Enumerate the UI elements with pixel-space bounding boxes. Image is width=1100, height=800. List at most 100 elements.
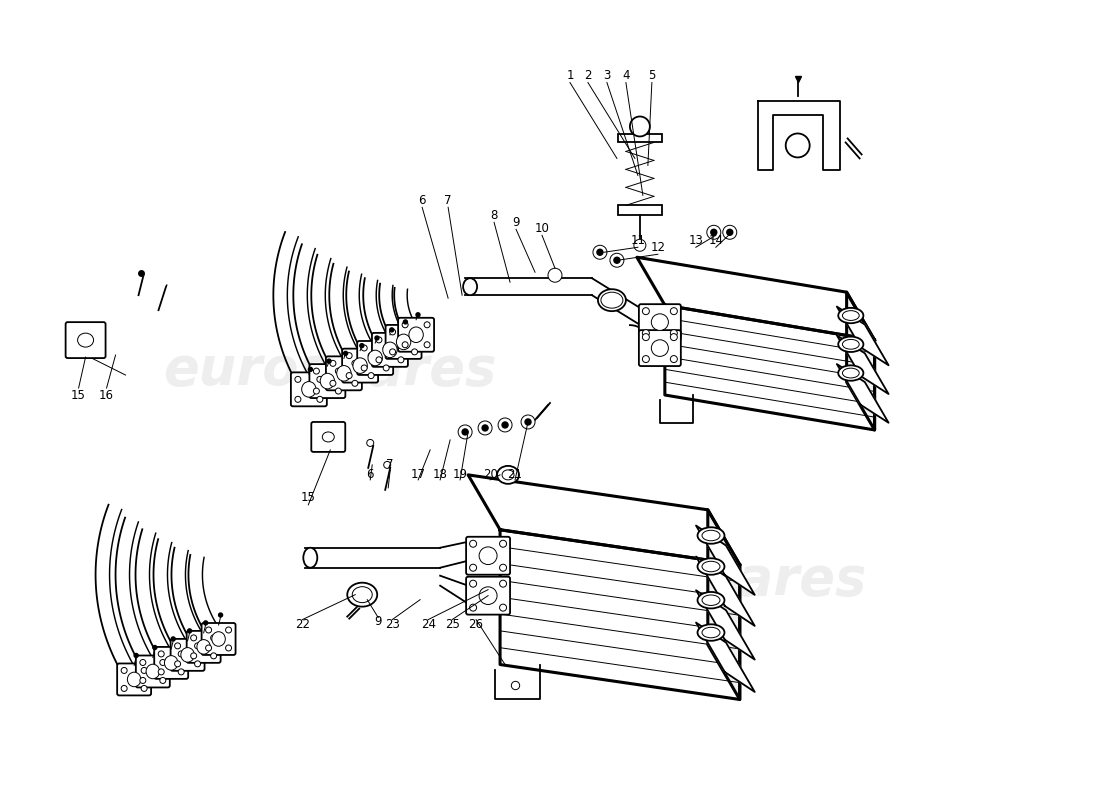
Circle shape (630, 117, 650, 137)
Ellipse shape (480, 587, 497, 605)
Circle shape (398, 337, 404, 343)
Text: 3: 3 (603, 69, 611, 82)
Circle shape (478, 421, 492, 435)
Circle shape (330, 360, 336, 366)
Ellipse shape (843, 368, 859, 378)
Circle shape (178, 669, 184, 675)
Text: 17: 17 (410, 468, 426, 482)
FancyBboxPatch shape (639, 304, 681, 340)
Text: 22: 22 (295, 618, 310, 631)
Polygon shape (837, 364, 889, 422)
Ellipse shape (301, 382, 316, 397)
Circle shape (206, 627, 211, 633)
Circle shape (404, 320, 407, 324)
Circle shape (383, 345, 389, 351)
Text: 5: 5 (648, 69, 656, 82)
Circle shape (330, 380, 336, 386)
Text: 15: 15 (301, 491, 316, 504)
Ellipse shape (601, 292, 623, 308)
Circle shape (411, 329, 418, 335)
Polygon shape (837, 306, 889, 366)
Circle shape (158, 669, 164, 675)
Polygon shape (500, 530, 740, 699)
Polygon shape (847, 292, 874, 430)
Polygon shape (837, 335, 889, 394)
Circle shape (153, 646, 157, 650)
Circle shape (343, 351, 348, 355)
Circle shape (188, 629, 191, 633)
Ellipse shape (353, 358, 367, 374)
FancyBboxPatch shape (136, 655, 169, 687)
Circle shape (195, 661, 200, 667)
Circle shape (210, 635, 217, 641)
Circle shape (670, 308, 678, 314)
Circle shape (670, 334, 678, 341)
Text: eurospares: eurospares (534, 554, 867, 606)
Circle shape (295, 376, 301, 382)
FancyBboxPatch shape (398, 318, 434, 352)
Circle shape (403, 342, 408, 348)
Circle shape (158, 651, 164, 657)
Circle shape (707, 226, 721, 239)
Polygon shape (469, 475, 740, 565)
Ellipse shape (702, 595, 721, 606)
Circle shape (462, 429, 469, 435)
Text: 12: 12 (650, 241, 666, 254)
Polygon shape (696, 590, 755, 659)
Text: 18: 18 (432, 468, 448, 482)
Circle shape (548, 268, 562, 282)
Circle shape (160, 659, 166, 666)
Text: 8: 8 (491, 209, 498, 222)
Text: 20: 20 (483, 468, 497, 482)
Text: 10: 10 (535, 222, 549, 234)
Polygon shape (696, 557, 755, 626)
Circle shape (642, 334, 649, 341)
Ellipse shape (368, 350, 383, 366)
Circle shape (158, 278, 166, 286)
Circle shape (499, 580, 507, 587)
FancyBboxPatch shape (466, 537, 510, 574)
Circle shape (376, 337, 382, 343)
Ellipse shape (197, 640, 210, 654)
Circle shape (785, 134, 810, 158)
Ellipse shape (348, 582, 377, 606)
Circle shape (389, 349, 396, 355)
Circle shape (642, 330, 649, 337)
Ellipse shape (146, 664, 160, 678)
Circle shape (642, 355, 649, 362)
Circle shape (411, 349, 418, 355)
Circle shape (226, 627, 232, 633)
Ellipse shape (843, 310, 859, 321)
Circle shape (670, 355, 678, 362)
Text: 9: 9 (374, 615, 382, 628)
Circle shape (376, 357, 382, 363)
Circle shape (366, 439, 374, 446)
Circle shape (368, 373, 374, 378)
Circle shape (160, 678, 166, 683)
Circle shape (383, 365, 389, 371)
FancyBboxPatch shape (342, 349, 378, 382)
Text: 23: 23 (385, 618, 399, 631)
FancyBboxPatch shape (118, 663, 151, 695)
FancyBboxPatch shape (66, 322, 106, 358)
FancyBboxPatch shape (290, 372, 327, 406)
Circle shape (172, 637, 175, 641)
Text: 11: 11 (630, 234, 646, 246)
Circle shape (178, 651, 184, 657)
FancyBboxPatch shape (309, 364, 345, 398)
Text: 24: 24 (420, 618, 436, 631)
Circle shape (470, 580, 476, 587)
Ellipse shape (304, 548, 317, 568)
Ellipse shape (697, 558, 725, 574)
Polygon shape (696, 622, 755, 692)
Ellipse shape (128, 672, 141, 686)
Circle shape (403, 322, 408, 328)
Ellipse shape (697, 592, 725, 609)
Ellipse shape (651, 314, 669, 330)
Text: 6: 6 (418, 194, 426, 207)
FancyBboxPatch shape (154, 647, 188, 679)
Ellipse shape (497, 466, 519, 484)
Circle shape (711, 230, 717, 235)
Ellipse shape (697, 527, 725, 544)
Circle shape (141, 667, 147, 674)
